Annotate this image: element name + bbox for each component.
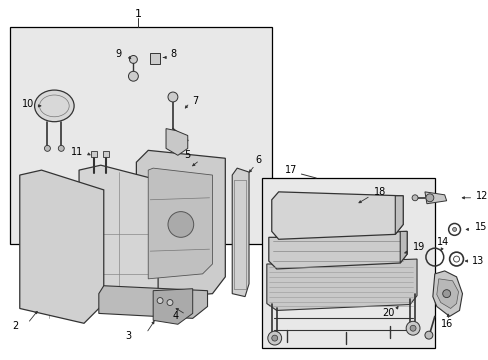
Polygon shape: [153, 289, 192, 324]
Circle shape: [168, 212, 193, 237]
Text: 7: 7: [192, 96, 199, 106]
Polygon shape: [148, 168, 212, 279]
Bar: [91, 151, 97, 157]
Circle shape: [425, 194, 433, 202]
Bar: [102, 151, 108, 157]
Polygon shape: [399, 231, 407, 263]
Polygon shape: [166, 129, 187, 155]
Circle shape: [424, 331, 432, 339]
Circle shape: [411, 195, 417, 201]
Circle shape: [128, 71, 138, 81]
Circle shape: [409, 325, 415, 331]
Circle shape: [267, 331, 281, 345]
Bar: [262, 178, 434, 348]
Text: 9: 9: [115, 49, 122, 59]
Text: 13: 13: [471, 256, 484, 266]
Circle shape: [406, 321, 419, 335]
Text: 2: 2: [13, 321, 19, 331]
Polygon shape: [79, 165, 158, 314]
Text: 14: 14: [436, 237, 448, 247]
Polygon shape: [432, 271, 462, 316]
Polygon shape: [424, 192, 446, 204]
Text: 10: 10: [21, 99, 34, 109]
Circle shape: [442, 290, 450, 298]
Text: 11: 11: [71, 147, 83, 157]
Circle shape: [271, 335, 277, 341]
Polygon shape: [394, 196, 403, 234]
Text: 20: 20: [382, 309, 394, 318]
Circle shape: [452, 228, 456, 231]
Text: 12: 12: [475, 191, 488, 201]
Text: 5: 5: [184, 150, 190, 160]
Text: 8: 8: [169, 49, 176, 59]
Polygon shape: [271, 192, 403, 239]
FancyBboxPatch shape: [150, 53, 160, 64]
Text: 6: 6: [255, 155, 262, 165]
Ellipse shape: [35, 90, 74, 122]
Circle shape: [44, 145, 50, 151]
Polygon shape: [20, 170, 103, 323]
Text: 16: 16: [440, 319, 452, 329]
Text: 4: 4: [172, 311, 179, 321]
Text: 1: 1: [135, 9, 142, 19]
Polygon shape: [266, 259, 416, 310]
Text: 3: 3: [125, 331, 131, 341]
Circle shape: [168, 92, 178, 102]
Text: 15: 15: [474, 222, 487, 233]
Polygon shape: [99, 286, 207, 318]
Bar: [10, 27, 271, 244]
Polygon shape: [436, 279, 458, 309]
Circle shape: [167, 300, 173, 306]
Polygon shape: [136, 150, 225, 298]
Polygon shape: [232, 168, 248, 297]
Text: 18: 18: [374, 187, 386, 197]
Circle shape: [157, 298, 163, 303]
Circle shape: [129, 55, 137, 63]
Text: 17: 17: [285, 165, 297, 175]
Polygon shape: [268, 231, 407, 269]
Circle shape: [58, 145, 64, 151]
Text: 19: 19: [412, 242, 425, 252]
